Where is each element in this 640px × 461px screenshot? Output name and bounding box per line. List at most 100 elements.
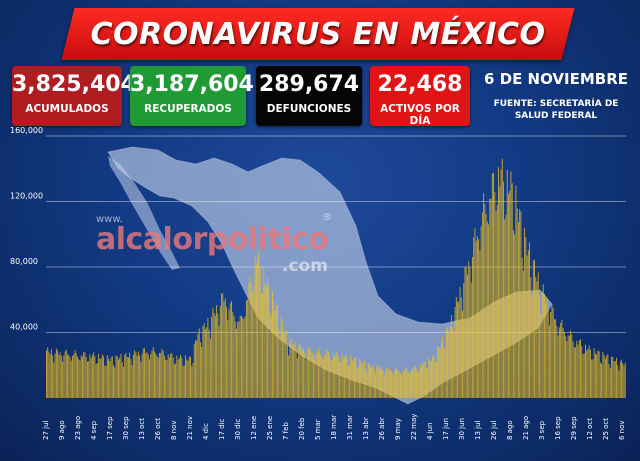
bar <box>495 210 497 398</box>
bar <box>118 359 119 398</box>
bar <box>388 370 390 398</box>
bar <box>614 361 616 398</box>
watermark-logo: alcalorpolitico <box>96 222 329 257</box>
x-axis-labels: 27 jul 9 ago 23 ago 4 sep 17 sep 30 sep 13 oct… <box>42 414 626 440</box>
bars <box>46 158 626 398</box>
bar <box>462 310 463 398</box>
bar <box>515 185 517 398</box>
bar <box>370 367 372 398</box>
bar <box>202 325 204 398</box>
bar <box>431 360 432 398</box>
bar <box>519 209 521 398</box>
bar <box>63 355 65 398</box>
bar <box>191 366 193 398</box>
bar <box>310 352 312 398</box>
bar <box>539 295 540 398</box>
bar <box>75 353 77 398</box>
bar <box>586 350 588 398</box>
x-tick-label: 6 nov <box>618 420 626 440</box>
report-date: 6 DE NOVIEMBRE <box>483 70 629 88</box>
bar <box>426 368 427 398</box>
bar <box>279 337 281 398</box>
bar <box>525 237 527 398</box>
bar <box>131 364 133 398</box>
bar <box>209 338 211 398</box>
bar <box>94 356 96 398</box>
watermark-www: www. <box>96 214 123 225</box>
bar <box>162 350 164 398</box>
bar <box>85 357 87 398</box>
bar <box>259 266 261 398</box>
bar <box>592 359 594 398</box>
bar <box>165 359 167 398</box>
bar <box>517 222 519 398</box>
bar <box>471 256 473 398</box>
x-tick-label: 30 dic <box>234 418 242 440</box>
bar <box>470 282 472 398</box>
bar <box>252 292 254 398</box>
bar <box>172 357 174 398</box>
bar <box>296 358 298 398</box>
bar <box>442 335 444 398</box>
bar <box>186 359 188 398</box>
bar <box>228 309 230 398</box>
bar <box>236 328 237 398</box>
bar <box>48 351 50 398</box>
bar <box>304 352 306 398</box>
bar <box>286 345 288 398</box>
bar <box>319 352 321 398</box>
bar <box>585 344 586 398</box>
bar <box>308 347 309 398</box>
bar <box>69 357 71 398</box>
bar <box>545 303 547 398</box>
bar <box>300 346 302 398</box>
bar <box>542 284 544 398</box>
bar <box>510 171 512 398</box>
bar <box>557 335 559 398</box>
bar <box>183 365 185 398</box>
bar <box>309 347 311 398</box>
bar <box>562 328 564 398</box>
bar <box>496 204 498 398</box>
bar <box>96 363 98 398</box>
bar <box>350 355 352 398</box>
bar <box>409 372 411 398</box>
bar <box>401 374 403 398</box>
bar <box>232 312 234 398</box>
bar <box>320 355 322 398</box>
source-line-2: SALUD FEDERAL <box>514 111 598 121</box>
bar <box>178 358 180 398</box>
bar <box>382 370 384 398</box>
bar <box>49 353 51 398</box>
bar <box>243 319 245 398</box>
bar <box>617 365 619 398</box>
bar <box>46 350 47 398</box>
bar <box>567 335 569 398</box>
bar <box>607 354 609 398</box>
bar <box>467 274 468 398</box>
bar <box>206 327 208 398</box>
x-tick-label: 21 nov <box>186 416 194 440</box>
bar <box>455 297 457 398</box>
bar <box>322 359 324 398</box>
bar <box>190 356 191 398</box>
bar <box>195 340 196 398</box>
y-tick-label: 40,000 <box>10 323 38 332</box>
y-tick-label: 160,000 <box>10 126 43 135</box>
bar <box>211 316 213 398</box>
bar <box>422 364 424 398</box>
watermark-com: .com <box>282 256 328 276</box>
bar <box>439 348 441 398</box>
bar <box>200 341 201 398</box>
bar <box>544 294 545 398</box>
bar <box>98 353 100 398</box>
bar <box>104 365 106 398</box>
bar <box>483 193 485 398</box>
x-tick-label: 4 dic <box>202 423 210 440</box>
bar <box>299 342 301 398</box>
bar <box>242 317 244 398</box>
stat-recovered: 3,187,604 RECUPERADOS <box>130 66 254 126</box>
bar <box>289 340 291 398</box>
bar <box>151 350 153 398</box>
bar <box>486 221 488 398</box>
